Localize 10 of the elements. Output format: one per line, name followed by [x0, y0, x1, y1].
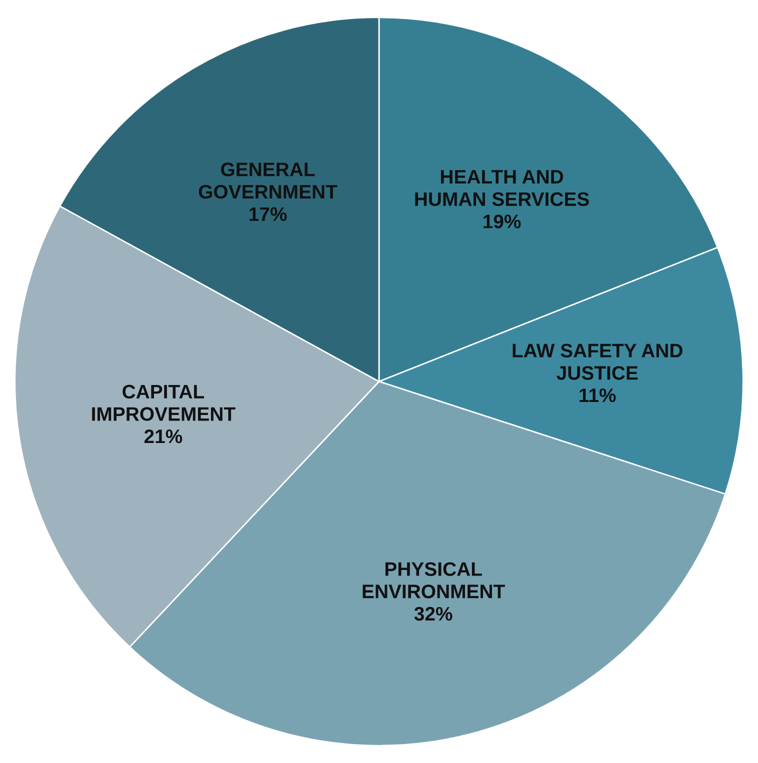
- data-label: 19%: [484, 214, 521, 228]
- slice-label: PHYSICAL ENVIRONMENT: [362, 562, 505, 598]
- slice-label: GENERAL GOVERNMENT: [198, 162, 338, 199]
- data-label: 21%: [144, 429, 182, 444]
- slice-label: LAW SAFETY AND JUSTICE: [512, 344, 682, 380]
- data-label: 11%: [580, 388, 616, 402]
- data-label: 32%: [414, 606, 452, 621]
- slice-label: CAPITAL IMPROVEMENT: [92, 384, 236, 421]
- data-label: 17%: [250, 207, 287, 221]
- slice-label: HEALTH AND HUMAN SERVICES: [415, 170, 589, 206]
